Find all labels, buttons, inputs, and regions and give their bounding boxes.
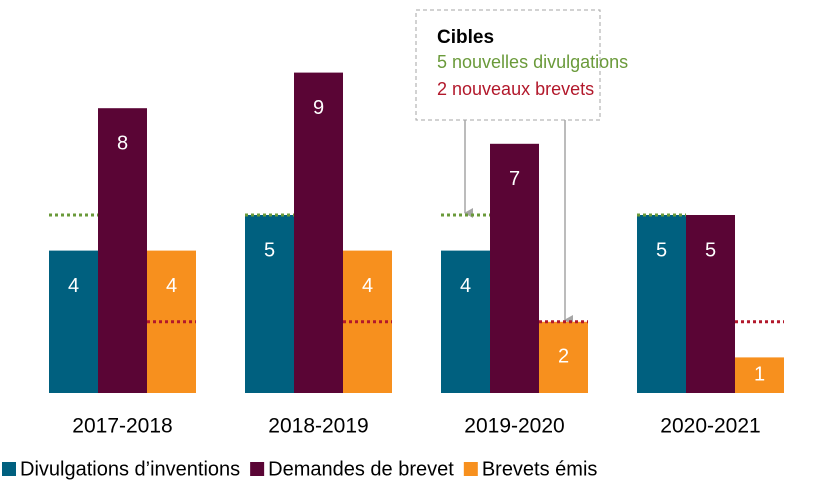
value-label: 5 bbox=[264, 239, 275, 261]
value-label: 9 bbox=[313, 97, 324, 119]
value-label: 5 bbox=[656, 239, 667, 261]
value-label: 2 bbox=[558, 346, 569, 368]
legend-label: Demandes de brevet bbox=[268, 458, 454, 480]
legend-swatch bbox=[250, 462, 265, 476]
bar bbox=[245, 215, 294, 393]
legend-label: Brevets émis bbox=[482, 458, 598, 480]
bar bbox=[49, 250, 98, 393]
bar bbox=[735, 357, 784, 393]
value-label: 7 bbox=[509, 168, 520, 190]
bar bbox=[686, 215, 735, 393]
legend-label: Divulgations d’inventions bbox=[20, 458, 240, 480]
bar bbox=[441, 250, 490, 393]
x-tick-label: 2019-2020 bbox=[464, 415, 564, 438]
annotation-box bbox=[415, 9, 601, 121]
bar bbox=[539, 321, 588, 393]
bar bbox=[490, 143, 539, 393]
x-tick-label: 2018-2019 bbox=[268, 415, 368, 438]
annotation-title: Cibles bbox=[437, 27, 494, 48]
annotation-line: 5 nouvelles divulgations bbox=[437, 52, 628, 72]
value-label: 8 bbox=[117, 132, 128, 154]
value-label: 1 bbox=[754, 363, 765, 385]
value-label: 4 bbox=[362, 275, 373, 297]
annotation-line: 2 nouveaux brevets bbox=[437, 79, 594, 99]
value-label: 4 bbox=[166, 275, 177, 297]
legend-swatch bbox=[463, 462, 478, 476]
x-tick-label: 2017-2018 bbox=[72, 415, 172, 438]
x-tick-label: 2020-2021 bbox=[660, 415, 760, 438]
bar bbox=[637, 215, 686, 393]
value-label: 4 bbox=[460, 275, 471, 297]
legend-swatch bbox=[2, 462, 16, 476]
bar bbox=[294, 72, 343, 393]
bar bbox=[98, 108, 147, 393]
value-label: 4 bbox=[68, 275, 79, 297]
value-label: 5 bbox=[705, 239, 716, 261]
